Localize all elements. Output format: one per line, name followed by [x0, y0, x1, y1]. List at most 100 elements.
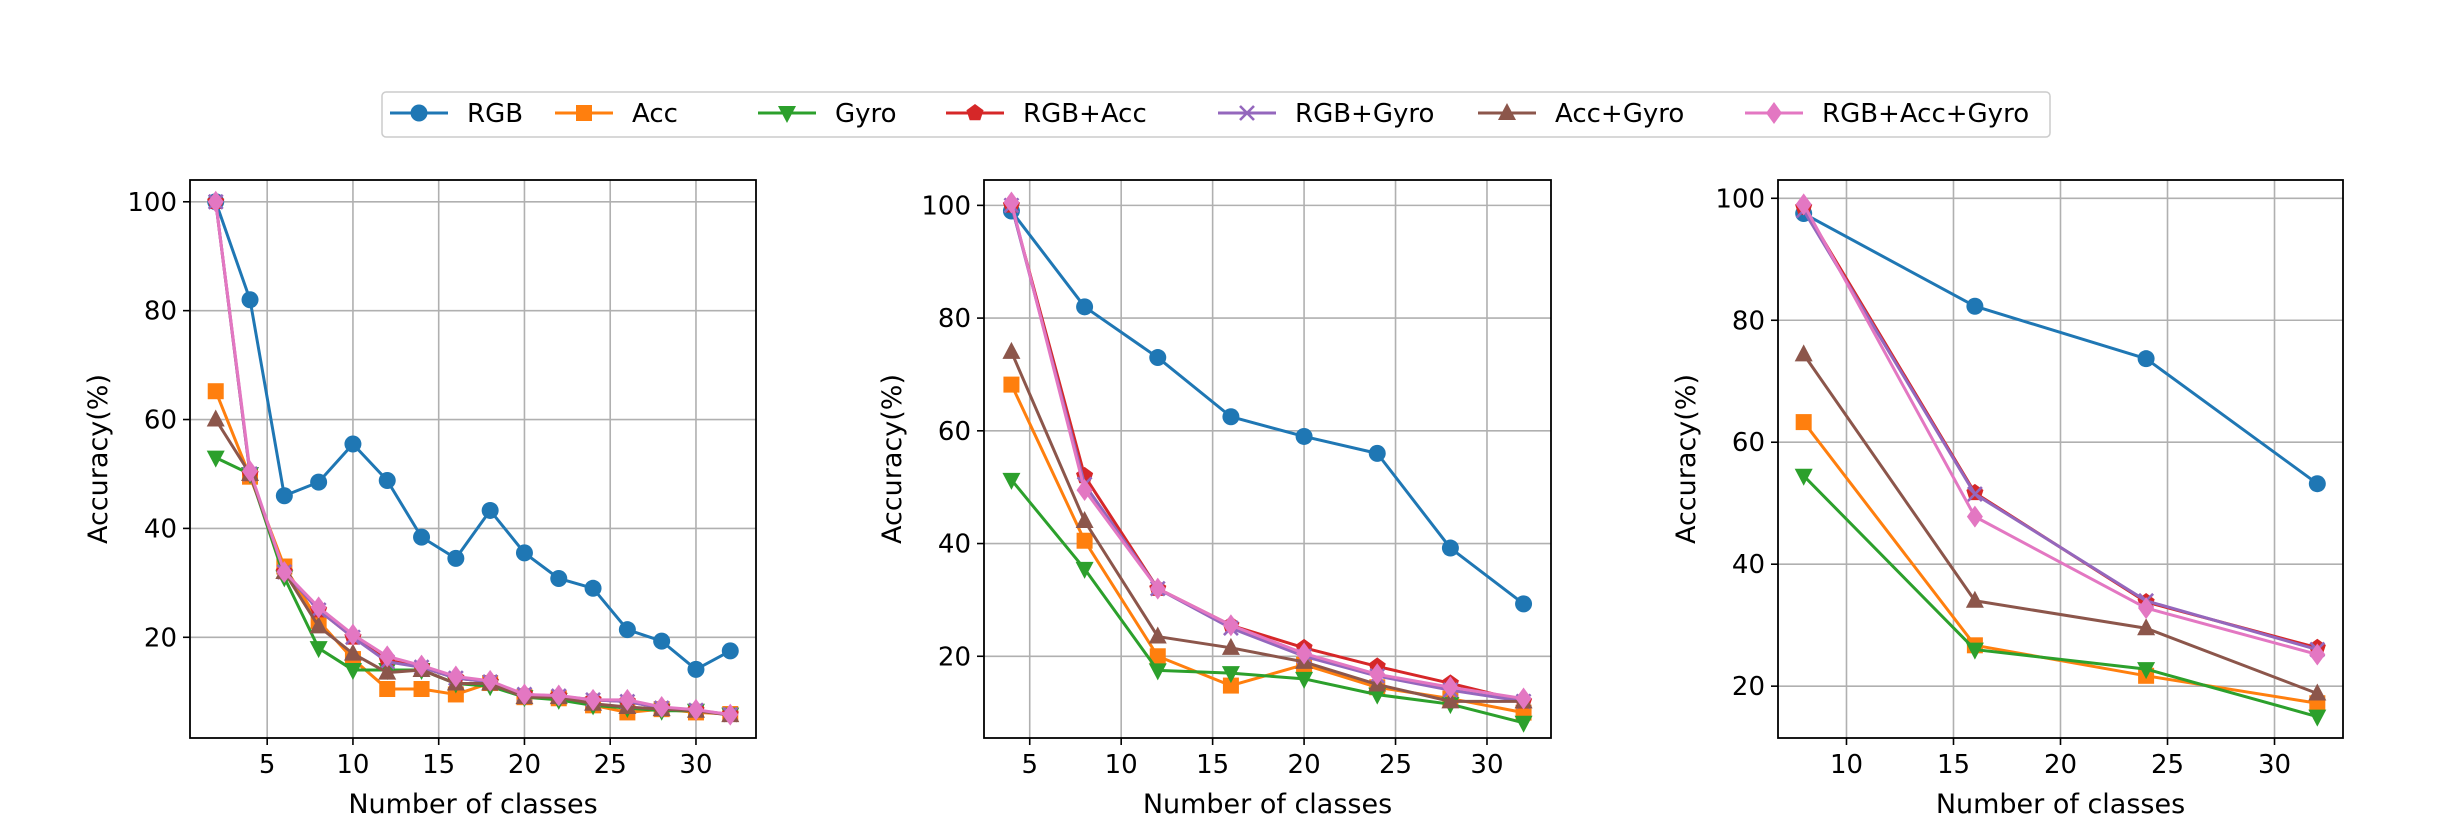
y-tick-label: 40 [938, 530, 971, 560]
legend-marker [1239, 105, 1255, 121]
data-point [309, 616, 328, 634]
data-point [687, 698, 704, 721]
data-point [550, 684, 567, 707]
series-line [1010, 351, 1524, 703]
series-rgb-acc-gyro [207, 190, 739, 726]
series-line [1009, 202, 1524, 701]
legend-label: RGB+Acc+Gyro [1822, 99, 2029, 129]
data-point [1296, 642, 1313, 665]
data-point [584, 579, 602, 597]
legend-label: RGB [467, 99, 523, 129]
axes: 5 10 15 20 25 30 20 40 60 80 100 [921, 191, 1503, 780]
data-point [379, 645, 396, 668]
data-point [1076, 479, 1093, 501]
series-rgb-gyro [1003, 197, 1532, 710]
data-point [1221, 637, 1240, 655]
data-point [1966, 297, 1984, 315]
y-tick-label: 60 [144, 406, 177, 436]
series-rgb-acc-gyro [1795, 193, 2326, 666]
data-point [1442, 676, 1459, 699]
data-point [585, 688, 602, 711]
data-point [1002, 472, 1021, 490]
legend-marker [966, 104, 984, 121]
data-point [1515, 687, 1532, 710]
data-point [1149, 577, 1166, 600]
data-point [1368, 444, 1386, 462]
data-point [275, 487, 293, 505]
y-tick-label: 60 [938, 417, 971, 447]
legend-entry-rgb-gyro: RGB+Gyro [1218, 99, 1434, 129]
series-line [1009, 204, 1524, 703]
legend-label: Gyro [835, 99, 897, 129]
data-point [2309, 643, 2326, 666]
series-line [214, 201, 731, 671]
legend-entry-gyro: Gyro [758, 99, 897, 129]
data-point [1369, 663, 1386, 686]
x-tick-label: 5 [1021, 750, 1038, 780]
data-point [206, 450, 225, 468]
x-axis-label: Number of classes [1143, 789, 1392, 820]
legend-entry-acc: Acc [555, 99, 678, 129]
legend-marker [410, 104, 428, 122]
data-point [1076, 532, 1093, 549]
series-rgb [207, 193, 739, 678]
data-point [207, 383, 224, 400]
legend-label: Acc+Gyro [1555, 99, 1684, 129]
chart-panels: 5 10 15 20 25 30 20 40 60 80 100 Number of classes A… [83, 179, 2344, 820]
data-point [309, 641, 328, 659]
data-point [1965, 590, 1984, 608]
series-line [214, 201, 731, 717]
data-point [206, 409, 225, 427]
data-point [550, 569, 568, 587]
series-line [1802, 474, 2318, 719]
data-point [344, 435, 362, 453]
data-point [242, 460, 259, 483]
series-line [1009, 204, 1524, 703]
y-axis-label: Accuracy(%) [83, 374, 114, 544]
legend-entry-acc-gyro: Acc+Gyro [1478, 99, 1684, 129]
data-point [1441, 691, 1460, 709]
chart-panel-1: 5 10 15 20 25 30 20 40 60 80 100 Number of classes A… [83, 179, 757, 820]
data-point [413, 681, 430, 698]
data-point [2137, 350, 2155, 368]
data-point [1222, 677, 1239, 694]
series-group [1002, 191, 1533, 733]
data-point [1966, 505, 1983, 528]
legend-label: Acc [632, 99, 678, 129]
x-tick-label: 25 [1379, 750, 1412, 780]
data-point [1222, 408, 1240, 426]
data-point [1149, 349, 1167, 367]
data-point [1002, 341, 1021, 359]
data-point [1794, 344, 1813, 362]
series-line [1802, 209, 2318, 652]
data-point [722, 703, 739, 726]
x-tick-label: 15 [1196, 750, 1229, 780]
data-point [1295, 671, 1314, 689]
series-rgb-acc [1002, 196, 1533, 709]
legend-marker [778, 106, 796, 123]
legend-marker [576, 105, 592, 121]
series-acc-gyro [1794, 344, 2327, 701]
data-point [343, 662, 362, 680]
x-tick-label: 25 [2151, 750, 2184, 780]
data-point [1075, 511, 1094, 528]
axes: 10 15 20 25 30 20 40 60 80 100 [1715, 184, 2291, 780]
y-axis-label: Accuracy(%) [1671, 374, 1702, 544]
series-group [1794, 193, 2327, 727]
data-point [2308, 475, 2326, 493]
data-point [378, 472, 396, 490]
data-point [1966, 486, 1983, 502]
series-line [1802, 353, 2318, 695]
data-point [2308, 683, 2327, 701]
x-tick-label: 10 [1830, 750, 1863, 780]
y-tick-label: 80 [1732, 306, 1765, 336]
x-tick-label: 30 [679, 750, 712, 780]
data-point [1003, 376, 1020, 393]
x-tick-label: 15 [422, 750, 455, 780]
data-point [721, 642, 739, 660]
series-acc-gyro [1002, 341, 1533, 709]
legend-entry-rgb: RGB [390, 99, 523, 129]
grid [1778, 180, 2343, 738]
data-point [2308, 709, 2327, 727]
